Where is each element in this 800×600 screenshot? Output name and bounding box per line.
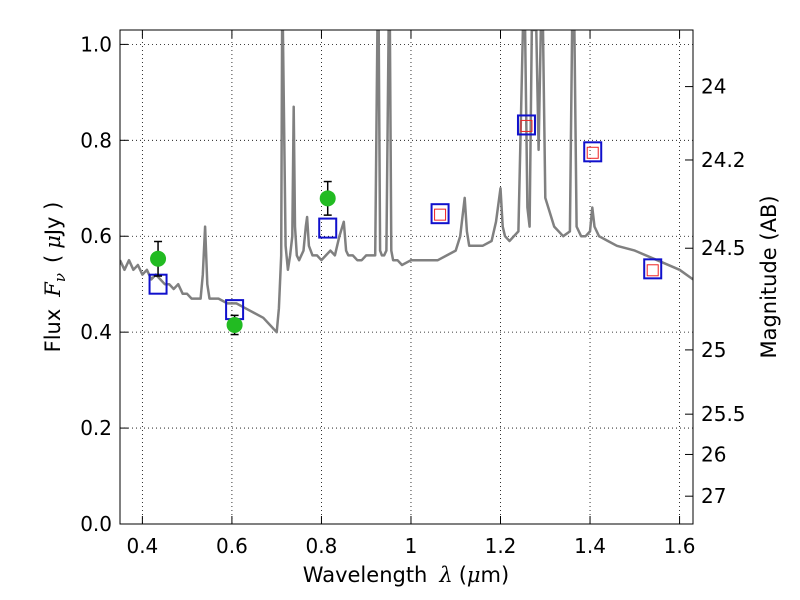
model-band-square (318, 217, 338, 239)
x-tick-label: 1 (405, 534, 418, 558)
x-tick-label: 0.4 (126, 534, 158, 558)
y2-tick-label: 26 (701, 442, 726, 466)
model-band-square (516, 114, 536, 136)
y2-tick-label: 24.2 (701, 148, 746, 172)
fit-band-square (586, 146, 599, 159)
y-tick-label: 0.4 (80, 320, 112, 344)
fit-band-square (434, 208, 447, 221)
y-tick-label: 1.0 (80, 32, 112, 56)
x-tick-label: 0.6 (216, 534, 248, 558)
x-tick-label: 1.6 (664, 534, 696, 558)
model-band-square (583, 141, 603, 163)
y2-tick-label: 27 (701, 484, 726, 508)
y-tick-label: 0.6 (80, 224, 112, 248)
axis-tick-labels: 0.4 0.6 0.8 1 1.2 1.4 1.6 0.0 0.2 0.4 0.6 0.8 1.0 24 2… (80, 32, 745, 558)
observed-point (319, 190, 336, 207)
x-tick-label: 1.4 (574, 534, 606, 558)
model-band-square (430, 203, 450, 225)
model-spectrum-line (120, 30, 693, 334)
y-tick-label: 0.0 (80, 512, 112, 536)
x-tick-label: 0.8 (306, 534, 338, 558)
y-axis-label: FluxFν(μJy ) (41, 202, 69, 353)
plot-content (120, 30, 693, 334)
fit-band-square (520, 119, 533, 132)
x-axis-label: Wavelength λ (μm) (303, 563, 509, 587)
fit-band-square (646, 264, 659, 277)
y-tick-label: 0.8 (80, 128, 112, 152)
x-tick-label: 1.2 (485, 534, 517, 558)
y2-axis-label: Magnitude (AB) (757, 195, 781, 358)
axis-ticks (120, 30, 693, 525)
model-band-square (643, 258, 663, 280)
observed-point (226, 316, 243, 333)
markers (148, 114, 663, 336)
plot-frame (119, 29, 694, 525)
y2-tick-label: 24.5 (701, 236, 746, 260)
observed-point (150, 250, 167, 267)
y2-tick-label: 25 (701, 338, 726, 362)
y2-tick-label: 24 (701, 75, 726, 99)
plot-background (120, 30, 693, 524)
y2-tick-label: 25.5 (701, 402, 746, 426)
y-tick-label: 0.2 (80, 416, 112, 440)
